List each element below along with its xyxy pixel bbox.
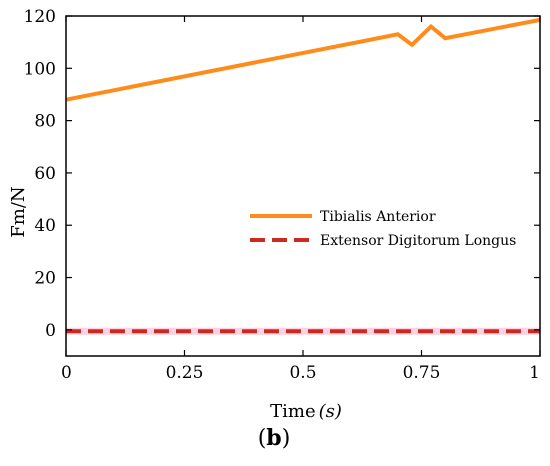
x-axis-label-text: Time: [270, 401, 315, 422]
y-tick-label: 40: [34, 216, 56, 236]
x-tick-label: 0.5: [289, 363, 316, 383]
panel-label: (b): [258, 425, 291, 451]
y-tick-label: 60: [34, 164, 56, 184]
panel-label-letter: b: [266, 425, 281, 451]
y-axis-label: Fm/N: [8, 186, 29, 237]
x-tick-label: 0.25: [166, 363, 204, 383]
y-tick-label: 120: [24, 7, 56, 27]
series-line-0: [65, 17, 541, 102]
x-axis-label: Time (s): [270, 401, 342, 422]
plot-background: [66, 16, 540, 356]
x-tick-label: 0.75: [403, 363, 441, 383]
legend-label-1: Extensor Digitorum Longus: [320, 233, 516, 249]
y-tick-label: 0: [45, 321, 56, 341]
legend-label-0: Tibialis Anterior: [320, 209, 436, 225]
y-tick-label: 20: [34, 269, 56, 289]
y-tick-label: 100: [24, 59, 56, 79]
panel-label-open: (: [258, 426, 267, 451]
x-tick-label: 1: [529, 363, 540, 383]
series-layer: [65, 17, 541, 335]
ticks-layer: 0 0.25 0.5 0.75 1 0 20 40 60 80 100 120: [24, 7, 541, 383]
x-axis-label-unit: (s): [319, 401, 342, 422]
panel-label-close: ): [282, 426, 291, 451]
plot-area: [66, 16, 540, 356]
x-tick-label: 0: [61, 363, 72, 383]
legend: Tibialis Anterior Extensor Digitorum Long…: [250, 209, 516, 249]
y-tick-label: 80: [34, 112, 56, 132]
